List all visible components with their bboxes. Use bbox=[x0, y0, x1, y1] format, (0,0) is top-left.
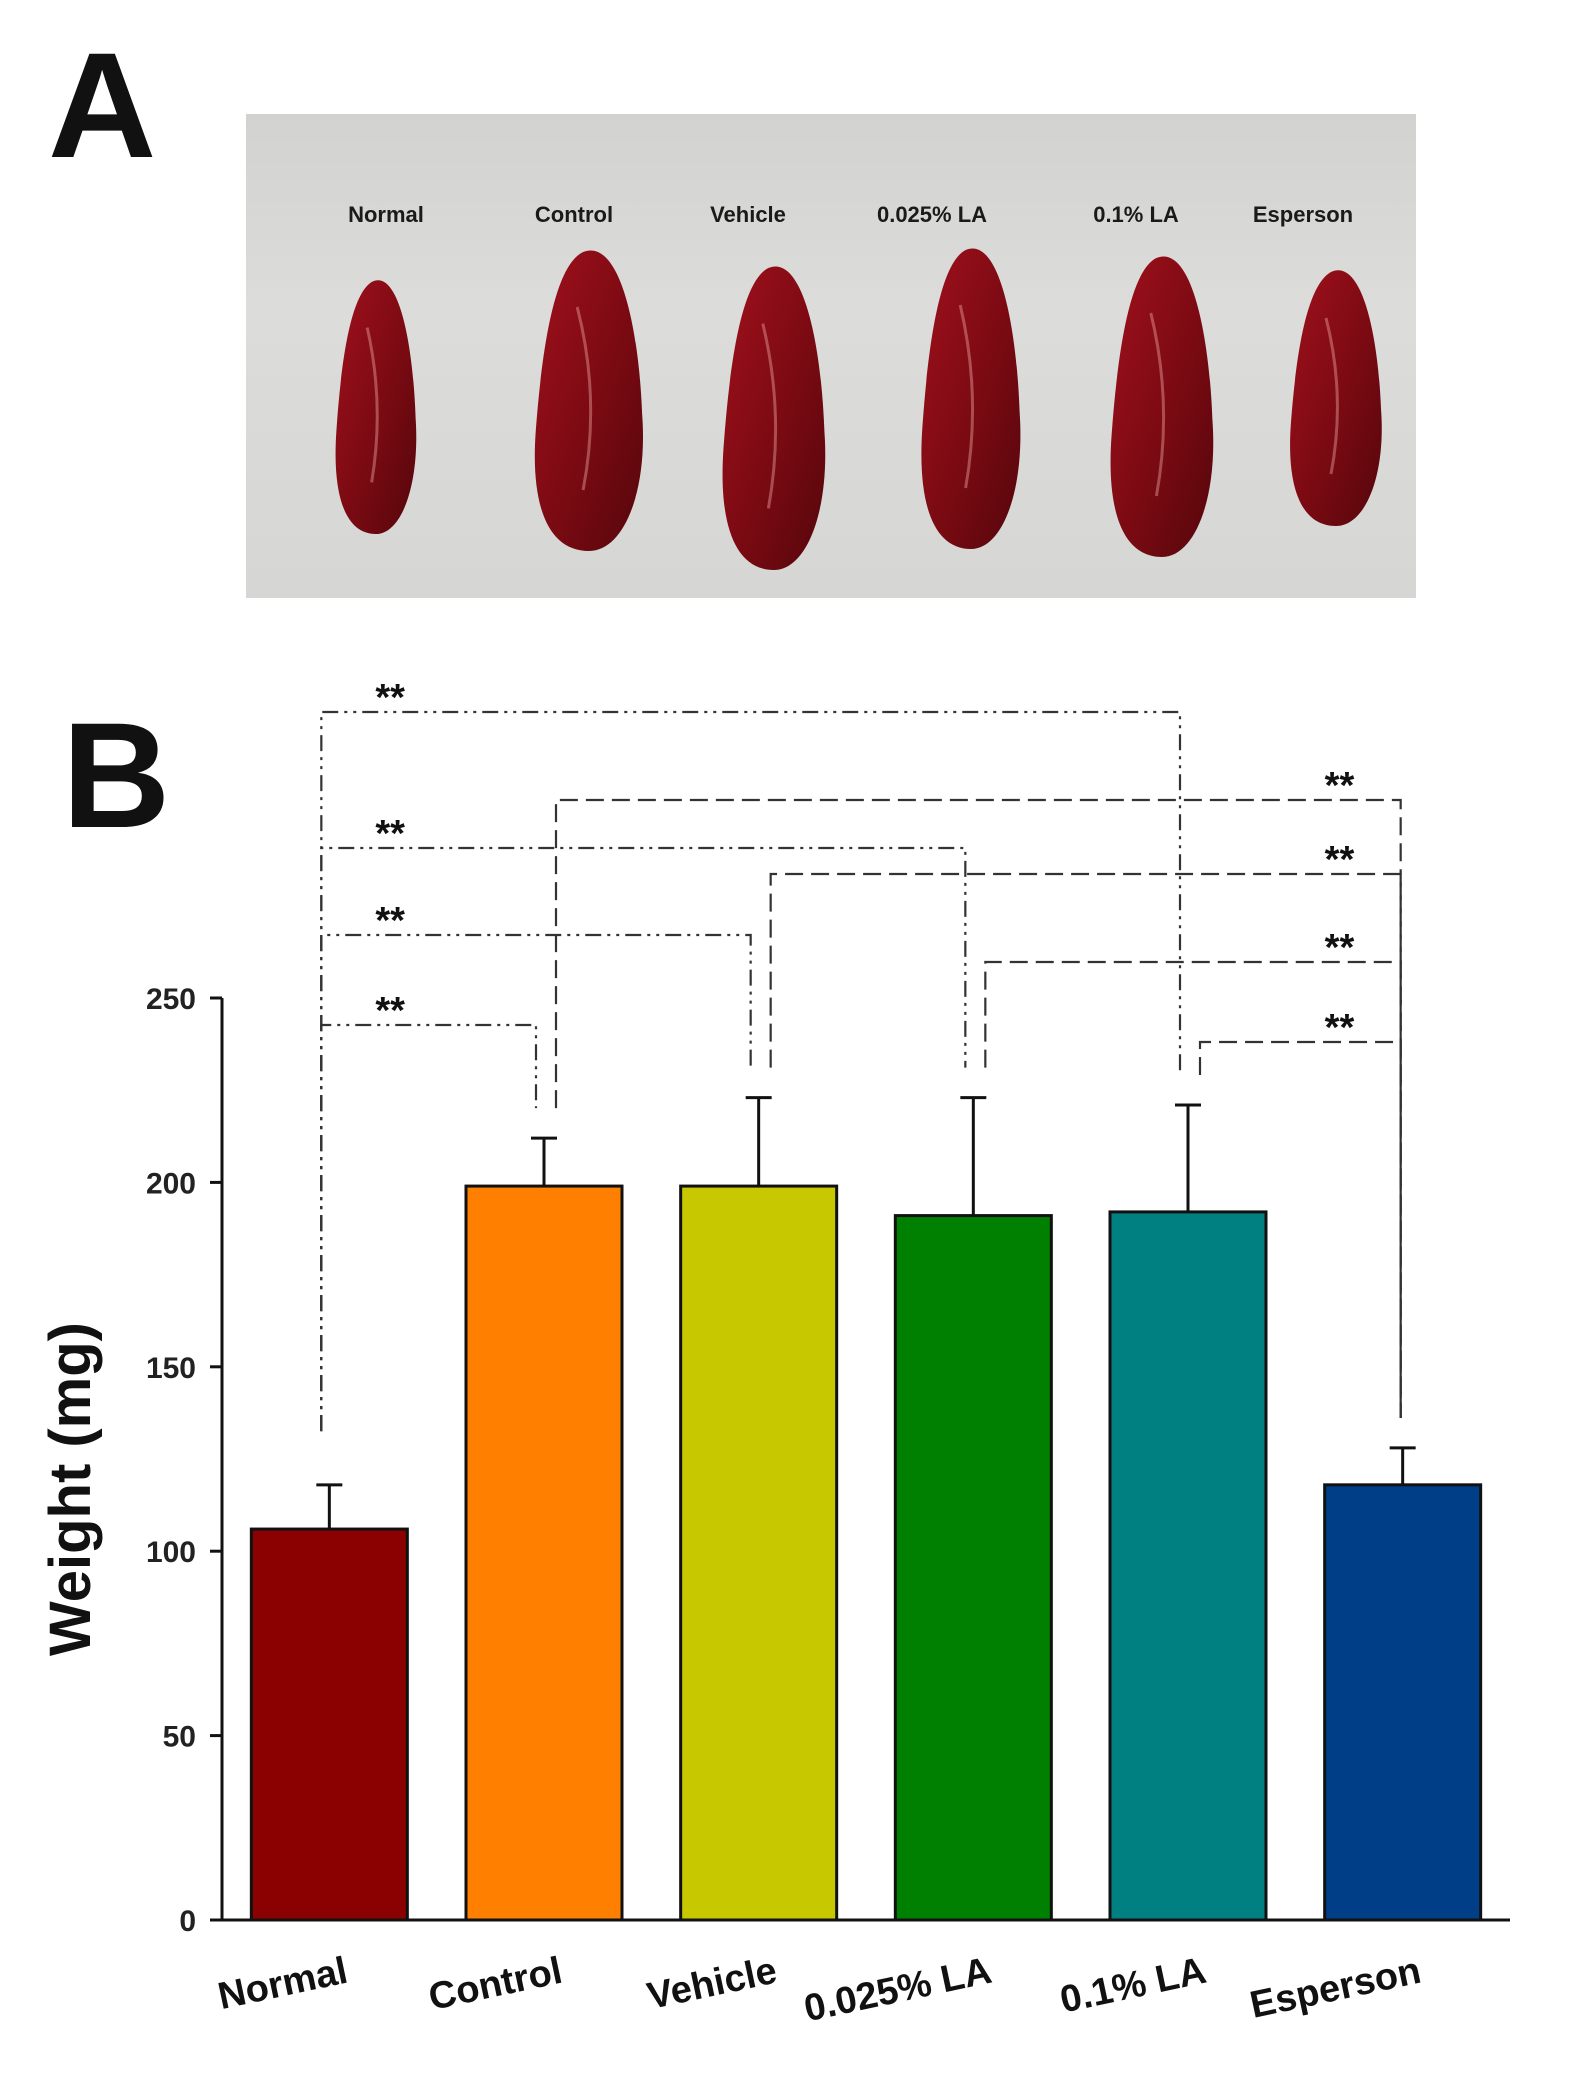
panel-label-a: A bbox=[48, 21, 157, 189]
x-tick-label: Normal bbox=[214, 1950, 351, 2018]
photo-label-control: Control bbox=[534, 202, 614, 227]
specimen-highlight-1 bbox=[365, 327, 379, 483]
significance-label: ** bbox=[1325, 1007, 1355, 1049]
bar-normal bbox=[249, 1527, 409, 1922]
bar-0-1-la bbox=[1108, 1210, 1268, 1922]
significance-bracket bbox=[1198, 1040, 1402, 1418]
specimen-6 bbox=[1290, 270, 1382, 526]
specimen-2 bbox=[534, 250, 644, 551]
photo-label-0025-la: 0.025% LA bbox=[876, 202, 988, 227]
bar-0-025-la bbox=[893, 1214, 1053, 1922]
specimen-photo: Normal Control Vehicle 0.025% LA 0.1% LA… bbox=[246, 114, 1416, 598]
x-tick-label: 0.025% LA bbox=[801, 1950, 996, 2031]
y-tick-label: 150 bbox=[146, 1352, 196, 1385]
y-tick-label: 100 bbox=[146, 1536, 196, 1569]
significance-label: ** bbox=[375, 900, 405, 942]
significance-bracket bbox=[769, 872, 1402, 1418]
significance-bracket bbox=[320, 1023, 538, 1432]
significance-label: ** bbox=[1325, 927, 1355, 969]
specimen-highlight-4 bbox=[958, 304, 975, 489]
y-tick-label: 200 bbox=[146, 1167, 196, 1200]
y-tick-label: 0 bbox=[179, 1905, 196, 1938]
y-axis-title: Weight (mg) bbox=[38, 1322, 103, 1656]
bar-control bbox=[464, 1184, 624, 1922]
significance-label: ** bbox=[1325, 839, 1355, 881]
y-tick-label: 250 bbox=[146, 983, 196, 1016]
specimen-3 bbox=[722, 266, 826, 570]
significance-label: ** bbox=[375, 813, 405, 855]
photo-label-vehicle: Vehicle bbox=[710, 202, 786, 227]
specimen-4 bbox=[921, 248, 1021, 549]
specimen-highlight-2 bbox=[575, 306, 593, 491]
bar-esperson bbox=[1323, 1483, 1483, 1922]
specimen-photo-drawing bbox=[335, 248, 1382, 570]
photo-label-normal: Normal bbox=[348, 202, 424, 227]
photo-label-esperson: Esperson bbox=[1252, 202, 1354, 227]
significance-bracket bbox=[984, 960, 1402, 1418]
x-tick-label: Vehicle bbox=[644, 1950, 781, 2018]
photo-label-01-la: 0.1% LA bbox=[1093, 202, 1179, 227]
significance-label: ** bbox=[375, 677, 405, 719]
bar-vehicle bbox=[679, 1184, 839, 1922]
specimen-5 bbox=[1110, 256, 1214, 557]
significance-label: ** bbox=[375, 990, 405, 1032]
panel-label-b: B bbox=[62, 691, 171, 859]
y-tick-label: 50 bbox=[163, 1721, 196, 1754]
significance-label: ** bbox=[1325, 765, 1355, 807]
x-tick-label: Esperson bbox=[1246, 1950, 1424, 2027]
specimen-highlight-5 bbox=[1149, 312, 1166, 497]
bar-chart: 0 50 100 150 200 250 Weight (mg) Normal Control V… bbox=[38, 677, 1510, 2031]
x-tick-label: Control bbox=[425, 1950, 566, 2019]
specimen-highlight-6 bbox=[1324, 317, 1339, 475]
specimen-1 bbox=[335, 280, 417, 534]
x-tick-label: 0.1% LA bbox=[1057, 1950, 1210, 2022]
specimen-highlight-3 bbox=[761, 323, 778, 509]
